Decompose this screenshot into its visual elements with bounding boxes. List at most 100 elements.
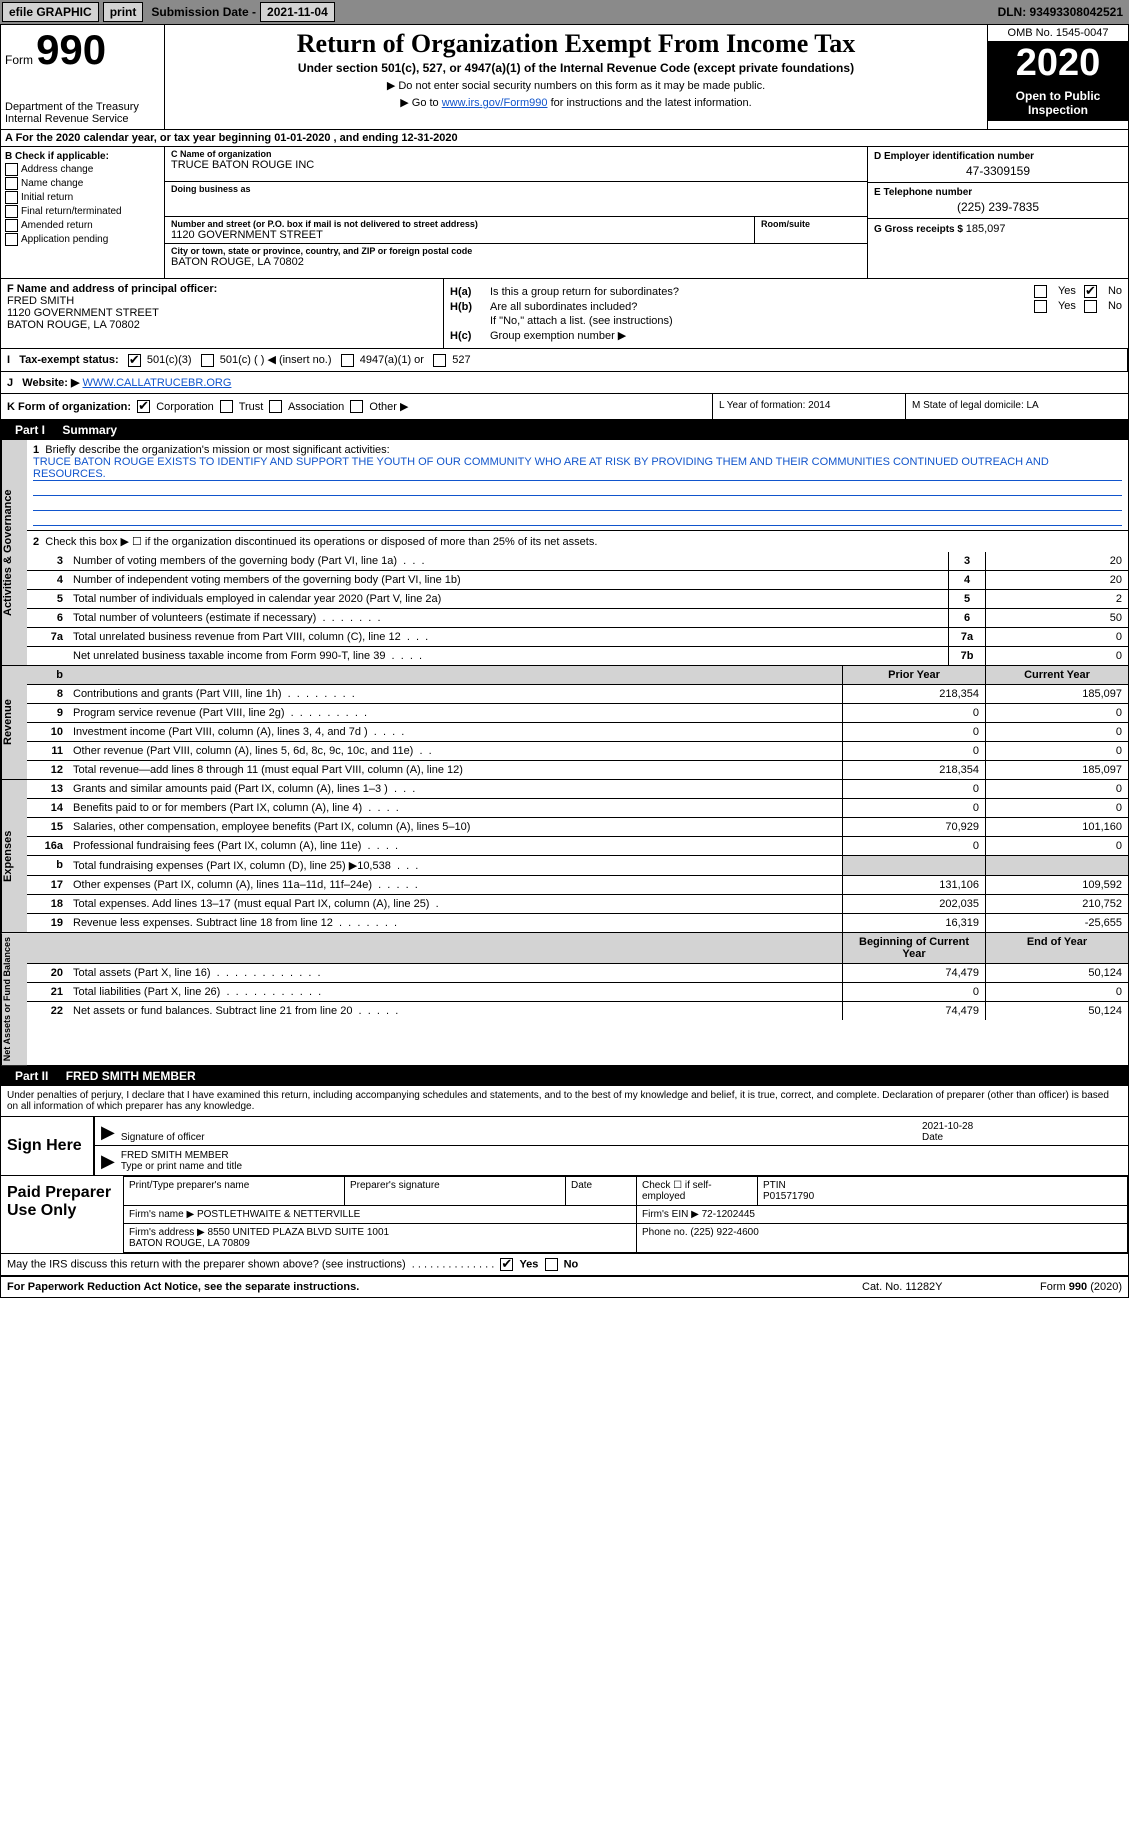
part1-header: Part I Summary [1, 420, 1128, 440]
may-yes[interactable] [500, 1258, 513, 1271]
summary-exp: Expenses 13 Grants and similar amounts p… [1, 780, 1128, 933]
hb-yes[interactable] [1034, 300, 1047, 313]
open-inspection: Open to Public Inspection [988, 85, 1128, 121]
current-year-val: 50,124 [985, 964, 1128, 982]
prior-year-val: 16,319 [842, 914, 985, 932]
summary-line: 10 Investment income (Part VIII, column … [27, 723, 1128, 742]
officer-label: F Name and address of principal officer: [7, 283, 437, 295]
col-b-label: B Check if applicable: [5, 151, 160, 162]
part2-num: Part II [9, 1067, 54, 1085]
ha-no[interactable] [1084, 285, 1097, 298]
omb-number: OMB No. 1545-0047 [988, 25, 1128, 42]
hb-key: H(b) [450, 301, 490, 313]
note2-pre: ▶ Go to [400, 97, 441, 109]
submission-date: 2021-11-04 [260, 2, 335, 22]
may-no[interactable] [545, 1258, 558, 1271]
mission-text: TRUCE BATON ROUGE EXISTS TO IDENTIFY AND… [33, 456, 1122, 481]
tax-year: 2020 [988, 42, 1128, 85]
col-h-group: H(a) Is this a group return for subordin… [444, 279, 1128, 348]
cb-other[interactable] [350, 400, 363, 413]
tel-value: (225) 239-7835 [874, 200, 1122, 214]
prior-year-val: 0 [842, 799, 985, 817]
addr-value: 1120 GOVERNMENT STREET [171, 229, 748, 241]
summary-line: 21 Total liabilities (Part X, line 26) .… [27, 983, 1128, 1002]
summary-line: 17 Other expenses (Part IX, column (A), … [27, 876, 1128, 895]
summary-na: Net Assets or Fund Balances Beginning of… [1, 933, 1128, 1066]
preparer-table: Print/Type preparer's name Preparer's si… [123, 1176, 1128, 1253]
summary-line: b Total fundraising expenses (Part IX, c… [27, 856, 1128, 876]
website-link[interactable]: WWW.CALLATRUCEBR.ORG [83, 377, 232, 389]
current-year-val: 185,097 [985, 685, 1128, 703]
current-year-val: 0 [985, 799, 1128, 817]
part2-name: FRED SMITH MEMBER [66, 1069, 196, 1083]
cb-501c[interactable] [201, 354, 214, 367]
addr-label: Number and street (or P.O. box if mail i… [171, 219, 748, 229]
summary-line: 15 Salaries, other compensation, employe… [27, 818, 1128, 837]
ein-label: D Employer identification number [874, 151, 1122, 162]
print-button[interactable]: print [103, 2, 144, 22]
part2-header: Part II FRED SMITH MEMBER [1, 1066, 1128, 1086]
may-discuss: May the IRS discuss this return with the… [7, 1259, 406, 1271]
sig-date: 2021-10-28 [922, 1121, 973, 1132]
efile-graphic-button[interactable]: efile GRAPHIC [2, 2, 99, 22]
line-val: 0 [985, 628, 1128, 646]
dba-label: Doing business as [171, 184, 861, 194]
form-subtitle: Under section 501(c), 527, or 4947(a)(1)… [169, 61, 983, 75]
signer-name: FRED SMITH MEMBER [121, 1150, 229, 1161]
current-year-val: 0 [985, 983, 1128, 1001]
cb-name-change[interactable]: Name change [5, 177, 160, 190]
cb-trust[interactable] [220, 400, 233, 413]
org-name-label: C Name of organization [171, 149, 861, 159]
header-mid: Return of Organization Exempt From Incom… [165, 25, 987, 129]
line-val: 20 [985, 552, 1128, 570]
summary-line: 5 Total number of individuals employed i… [27, 590, 1128, 609]
line-val: 20 [985, 571, 1128, 589]
website-label: Website: ▶ [22, 377, 82, 389]
summary-line: 13 Grants and similar amounts paid (Part… [27, 780, 1128, 799]
current-year-val: 0 [985, 723, 1128, 741]
prior-year-val: 131,106 [842, 876, 985, 894]
irs-link[interactable]: www.irs.gov/Form990 [442, 97, 548, 109]
prior-year-val: 0 [842, 780, 985, 798]
form-title: Return of Organization Exempt From Incom… [169, 29, 983, 59]
ha-text: Is this a group return for subordinates? [490, 286, 1034, 298]
cb-address-change[interactable]: Address change [5, 163, 160, 176]
current-year-val: 109,592 [985, 876, 1128, 894]
cb-amended[interactable]: Amended return [5, 219, 160, 232]
firm-name: POSTLETHWAITE & NETTERVILLE [197, 1209, 360, 1220]
paid-label: Paid Preparer Use Only [1, 1176, 123, 1253]
cb-initial-return[interactable]: Initial return [5, 191, 160, 204]
q1-label: Briefly describe the organization's miss… [45, 444, 389, 456]
prep-self-h: Check ☐ if self-employed [637, 1177, 758, 1206]
sign-here-label: Sign Here [1, 1117, 93, 1175]
gross-label: G Gross receipts $ [874, 224, 966, 235]
current-year-header: Current Year [985, 666, 1128, 684]
form-id: Form 990 (2020) [982, 1281, 1122, 1293]
prior-year-val: 0 [842, 704, 985, 722]
current-year-val: -25,655 [985, 914, 1128, 932]
arrow-icon: ▶ [101, 1122, 115, 1143]
cb-assoc[interactable] [269, 400, 282, 413]
hc-text: Group exemption number ▶ [490, 329, 1122, 342]
note2-post: for instructions and the latest informat… [551, 97, 752, 109]
dln-label: DLN: 93493308042521 [998, 5, 1123, 19]
ha-yes[interactable] [1034, 285, 1047, 298]
cb-corp[interactable] [137, 400, 150, 413]
prep-date-h: Date [566, 1177, 637, 1206]
current-year-val: 101,160 [985, 818, 1128, 836]
summary-line: 11 Other revenue (Part VIII, column (A),… [27, 742, 1128, 761]
current-year-val: 50,124 [985, 1002, 1128, 1020]
ein-value: 47-3309159 [874, 164, 1122, 178]
prior-year-header: Prior Year [842, 666, 985, 684]
hb-no[interactable] [1084, 300, 1097, 313]
prep-sig-h: Preparer's signature [345, 1177, 566, 1206]
cb-4947[interactable] [341, 354, 354, 367]
prior-year-val: 70,929 [842, 818, 985, 836]
cb-pending[interactable]: Application pending [5, 233, 160, 246]
summary-line: 6 Total number of volunteers (estimate i… [27, 609, 1128, 628]
cb-final-return[interactable]: Final return/terminated [5, 205, 160, 218]
form-note2: ▶ Go to www.irs.gov/Form990 for instruct… [169, 96, 983, 109]
cb-527[interactable] [433, 354, 446, 367]
dept-label: Department of the Treasury Internal Reve… [5, 101, 160, 125]
cb-501c3[interactable] [128, 354, 141, 367]
